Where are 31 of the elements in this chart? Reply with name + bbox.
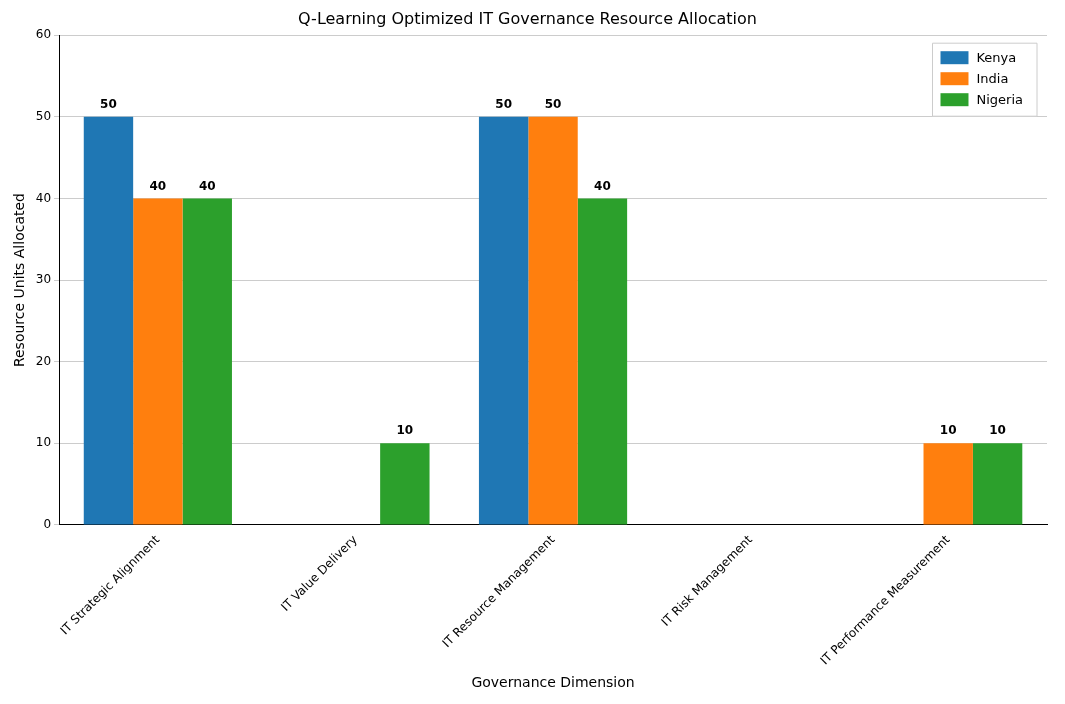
data-label: 10 xyxy=(989,423,1006,438)
data-label: 50 xyxy=(100,96,117,111)
bar xyxy=(380,443,430,525)
y-tick-label: 40 xyxy=(35,190,52,205)
data-label: 10 xyxy=(396,423,414,438)
bar xyxy=(83,116,134,525)
bar xyxy=(972,443,1023,525)
y-tick-label: 20 xyxy=(35,353,52,368)
legend-label: India xyxy=(976,70,1009,86)
y-tick-label: 50 xyxy=(35,108,52,123)
y-tick-label: 30 xyxy=(35,272,52,287)
data-label: 40 xyxy=(149,178,167,193)
bar xyxy=(478,116,529,525)
data-label: 10 xyxy=(939,423,957,438)
bar xyxy=(182,198,232,525)
bar xyxy=(923,443,973,525)
legend-label: Nigeria xyxy=(976,91,1024,107)
y-tick-label: 0 xyxy=(43,517,52,532)
y-tick-label: 60 xyxy=(35,27,52,42)
y-tick-label: 10 xyxy=(35,435,52,450)
data-label: 40 xyxy=(594,178,611,193)
bar xyxy=(528,116,578,525)
chart-title: Q-Learning Optimized IT Governance Resource Allocation xyxy=(298,8,757,28)
data-label: 50 xyxy=(495,96,512,111)
data-label: 50 xyxy=(544,96,562,111)
data-label: 40 xyxy=(198,178,216,193)
y-axis-title: Resource Units Allocated xyxy=(11,193,28,368)
legend-label: Kenya xyxy=(976,49,1017,65)
bar xyxy=(577,198,628,525)
bar xyxy=(133,198,183,525)
x-axis-title: Governance Dimension xyxy=(471,674,635,691)
